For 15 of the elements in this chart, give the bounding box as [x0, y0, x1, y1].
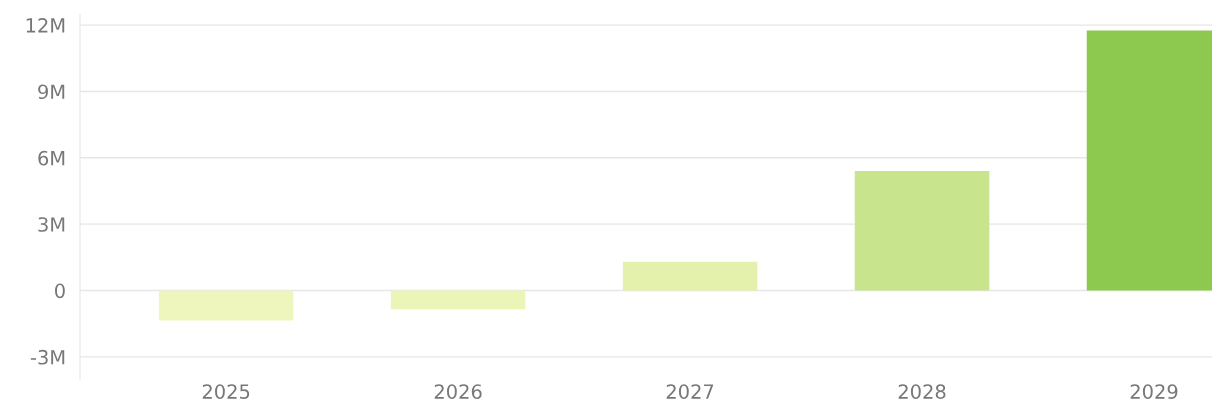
bar: [158, 290, 294, 321]
y-tick-label: 9M: [38, 84, 65, 100]
x-tick-label: 2028: [898, 384, 946, 399]
bar: [622, 261, 758, 291]
y-tick-label: 3M: [38, 217, 65, 232]
x-tick-label: 2026: [434, 384, 482, 399]
y-tick-label: -3M: [30, 349, 65, 365]
bar: [854, 171, 990, 291]
bar: [390, 290, 526, 310]
y-tick-label: 0: [55, 283, 65, 299]
y-tick-label: 12M: [26, 18, 65, 33]
x-tick-label: 2027: [666, 384, 714, 399]
x-tick-label: 2025: [202, 384, 250, 399]
y-tick-label: 6M: [38, 150, 65, 166]
x-tick-label: 2029: [1130, 384, 1178, 399]
